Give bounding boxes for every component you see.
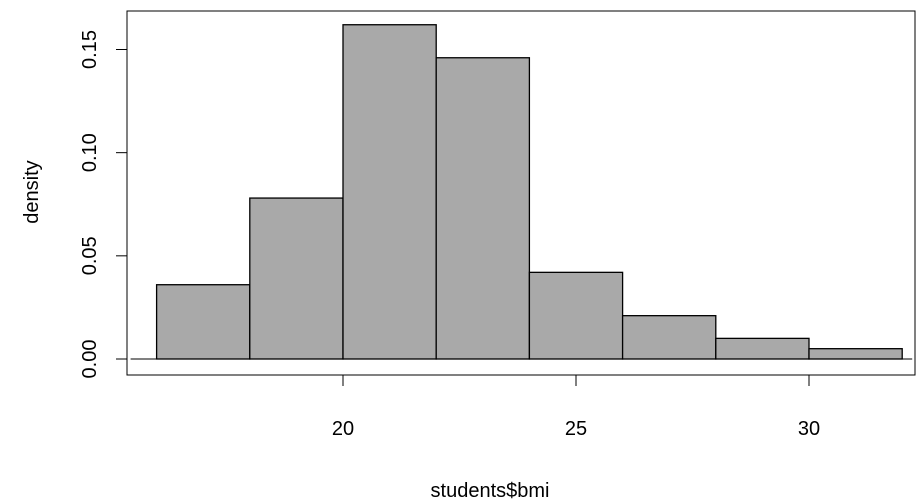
y-tick-label-3: 0.15 (79, 30, 101, 69)
x-axis: 20 25 30 (332, 375, 820, 440)
x-tick-label-30: 30 (798, 418, 820, 440)
plot-frame (126, 10, 916, 376)
histogram-bar-3 (342, 24, 437, 360)
y-tick-label-0: 0.00 (79, 340, 101, 379)
histogram-bar-2 (249, 197, 344, 360)
x-axis-label: students$bmi (431, 480, 550, 502)
y-axis-label: density (21, 160, 43, 223)
histogram-bar-5 (528, 271, 624, 360)
y-axis: 0.00 0.05 0.10 0.15 (79, 30, 127, 378)
x-tick-label-20: 20 (332, 418, 354, 440)
histogram-bar-7 (715, 337, 810, 360)
histogram-bar-8 (808, 348, 903, 360)
y-tick-label-1: 0.05 (79, 236, 101, 275)
histogram-bar-1 (155, 284, 251, 360)
x-tick-label-25: 25 (565, 418, 587, 440)
y-tick-label-2: 0.10 (79, 133, 101, 172)
bars-group (155, 24, 903, 360)
histogram-bar-4 (435, 57, 531, 360)
histogram-bar-6 (621, 315, 717, 360)
